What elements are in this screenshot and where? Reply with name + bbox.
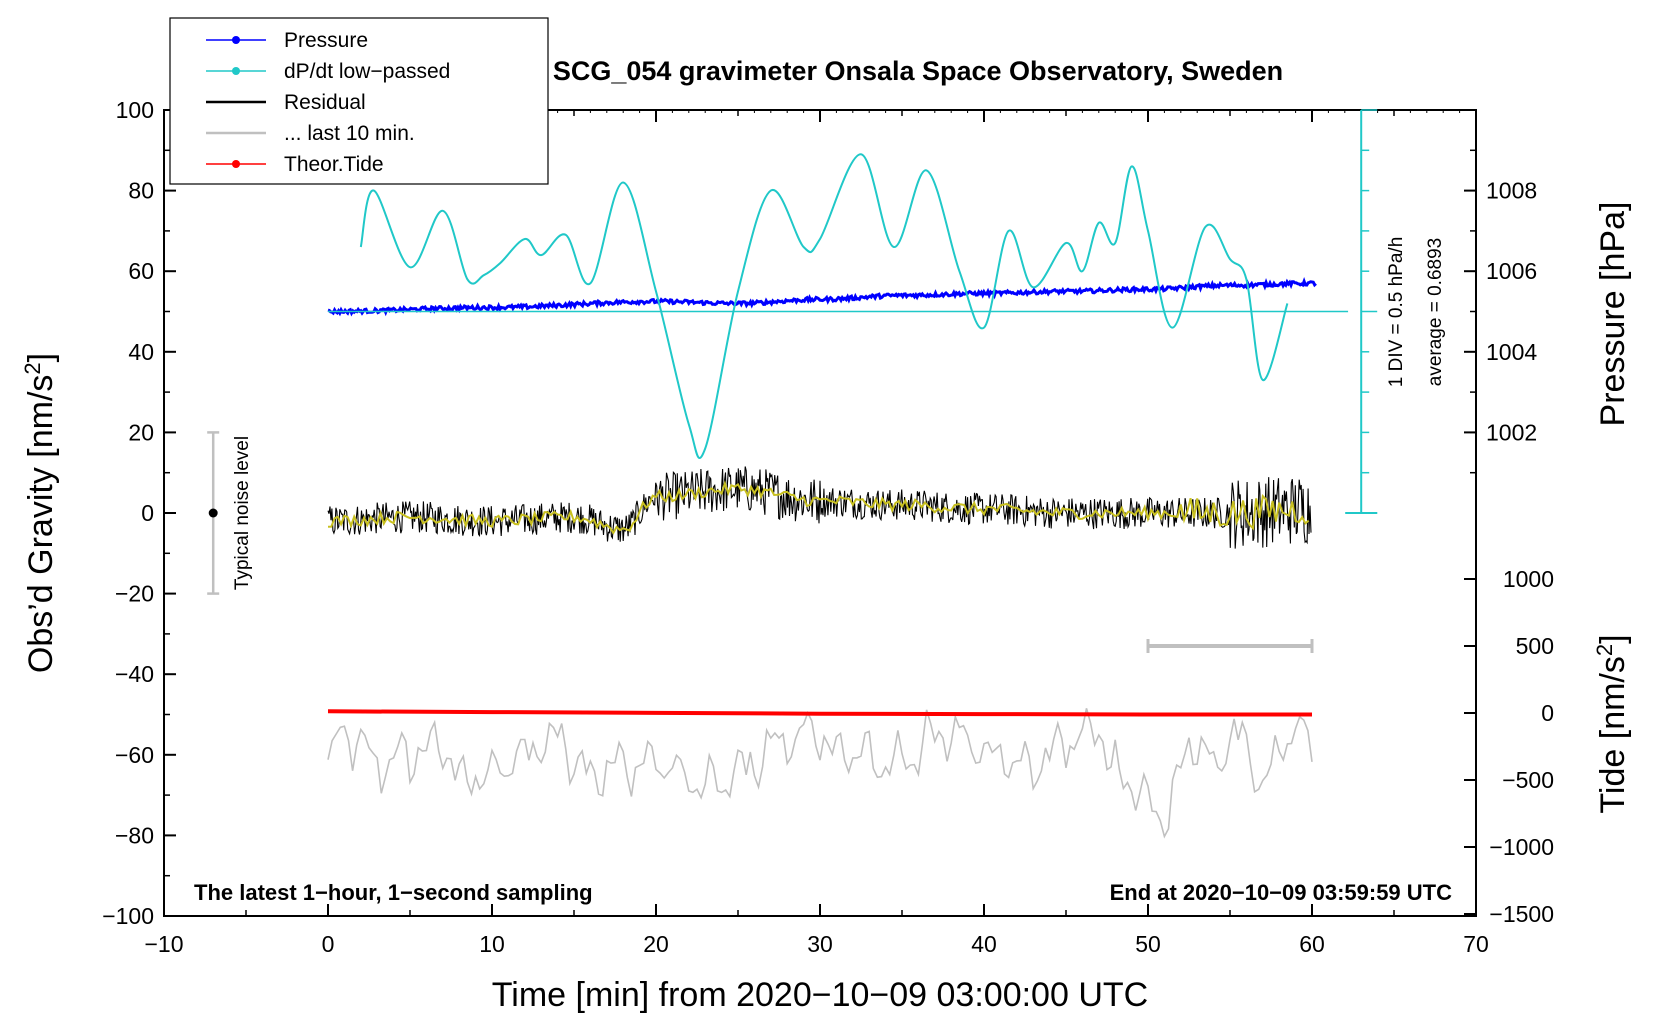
y-tick-label: −20: [115, 581, 154, 607]
y-tick-label: 60: [128, 258, 154, 284]
pressure-scale-note: 1 DIV = 0.5 hPa/h: [1386, 237, 1407, 388]
y-axis-label-left: Obs’d Gravity [nm/s2]: [20, 353, 60, 673]
tide-axis-ticks: 1000 500 0 −500 −1000 −1500: [1464, 566, 1554, 927]
noise-level-label: Typical noise level: [232, 436, 253, 590]
legend-label: ... last 10 min.: [284, 122, 415, 145]
pressure-axis-ticks: 1008 1006 1004 1002: [1464, 149, 1537, 474]
y-tick-label: 100: [116, 97, 154, 123]
legend-label: Residual: [284, 91, 366, 114]
y-axis-ticks: 100 80 60 40 20 0 −20 −40 −60 −80 −100: [102, 97, 176, 929]
pressure-scale-bar: [328, 109, 1378, 514]
tide-tick-label: −1000: [1489, 834, 1554, 860]
y-tick-label: 20: [128, 419, 154, 445]
tide-tick-label: −1500: [1489, 901, 1554, 927]
y-tick-label: −100: [102, 903, 154, 929]
noise-bar-center: [208, 508, 218, 518]
pressure-line: [327, 277, 1317, 317]
x-tick-label: 20: [643, 931, 669, 957]
x-tick-label: 0: [322, 931, 335, 957]
tide-tick-label: 500: [1516, 633, 1554, 659]
y-tick-label: −80: [115, 822, 154, 848]
noise-level-bar: [207, 431, 220, 595]
x-axis-label: Time [min] from 2020−10−09 03:00:00 UTC: [492, 976, 1148, 1014]
pressure-tick-label: 1002: [1486, 419, 1537, 445]
y-tick-label: 0: [141, 500, 154, 526]
legend-marker: [232, 67, 240, 75]
pressure-tick-label: 1006: [1486, 258, 1537, 284]
pressure-series: [327, 277, 1317, 317]
x-tick-label: 40: [971, 931, 997, 957]
dpdt-series: [359, 153, 1289, 459]
chart-title: SCG_054 gravimeter Onsala Space Observat…: [553, 56, 1283, 86]
residual-line: [327, 466, 1312, 549]
legend: Pressure dP/dt low−passed Residual ... last…: [206, 29, 450, 176]
x-tick-label: 70: [1463, 931, 1489, 957]
y-axis-label-pressure: Pressure [hPa]: [1594, 202, 1632, 427]
y-tick-label: −40: [115, 661, 154, 687]
legend-marker: [232, 36, 240, 44]
tide-series: [327, 709, 1312, 717]
x-tick-label: 30: [807, 931, 833, 957]
tide-tick-label: 1000: [1503, 566, 1554, 592]
last10-series: [327, 708, 1313, 839]
x-axis-ticks: −10 0 10 20 30 40 50 60 70: [144, 110, 1489, 957]
y-axis-label-tide: Tide [nm/s2]: [1592, 634, 1632, 813]
tide-tick-label: −500: [1502, 767, 1554, 793]
y-tick-label: −60: [115, 742, 154, 768]
legend-label: Pressure: [284, 29, 368, 52]
pressure-tick-label: 1004: [1486, 339, 1537, 365]
tide-tick-label: 0: [1541, 700, 1554, 726]
dpdt-line: [359, 153, 1289, 459]
tide-line: [327, 709, 1312, 717]
y-tick-label: 40: [128, 339, 154, 365]
bottom-right-note: End at 2020−10−09 03:59:59 UTC: [1110, 880, 1453, 905]
y-tick-label: 80: [128, 178, 154, 204]
last10-range-bar: [1146, 638, 1314, 653]
legend-label: Theor.Tide: [284, 153, 384, 176]
x-tick-label: 10: [479, 931, 505, 957]
legend-label: dP/dt low−passed: [284, 60, 450, 83]
legend-marker: [232, 160, 240, 168]
residual-smoothed-line: [327, 480, 1310, 535]
pressure-tick-label: 1008: [1486, 178, 1537, 204]
last10-line: [327, 708, 1313, 839]
x-tick-label: −10: [144, 931, 183, 957]
x-tick-label: 60: [1299, 931, 1325, 957]
x-tick-label: 50: [1135, 931, 1161, 957]
residual-series: [327, 466, 1312, 549]
pressure-average-note: average = 0.6893: [1425, 238, 1446, 386]
bottom-left-note: The latest 1−hour, 1−second sampling: [194, 880, 593, 905]
